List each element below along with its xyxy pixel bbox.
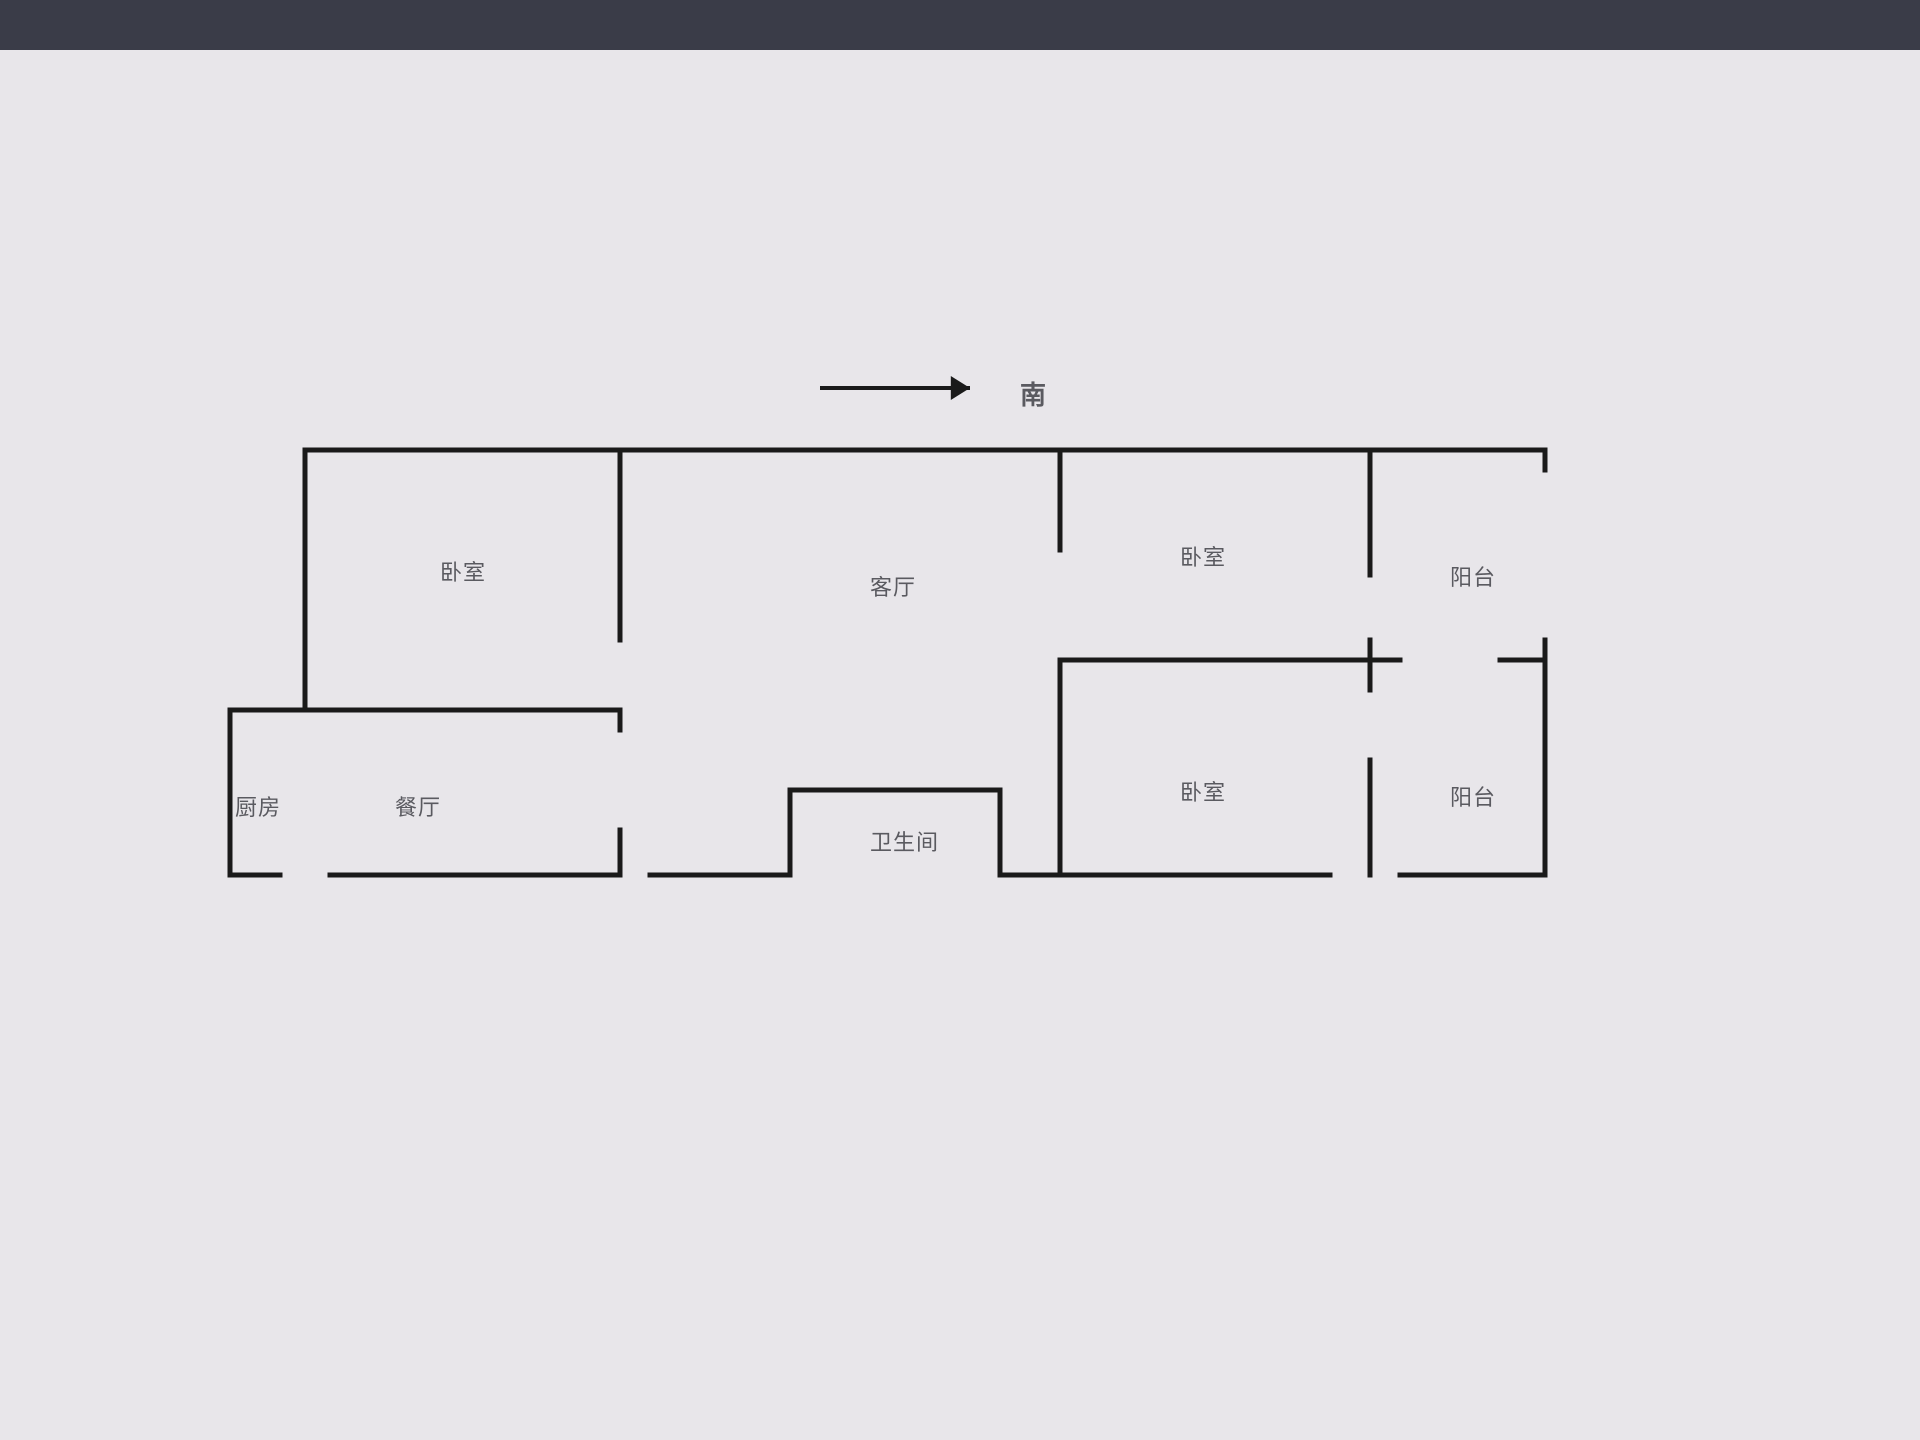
floorplan-canvas: 卧室客厅卧室阳台厨房餐厅卫生间卧室阳台 南 — [0, 0, 1920, 1440]
room-label-balcony-2: 阳台 — [1450, 780, 1496, 812]
room-label-bedroom-1: 卧室 — [440, 555, 486, 587]
room-label-living-room: 客厅 — [870, 570, 916, 602]
room-label-balcony-1: 阳台 — [1450, 560, 1496, 592]
room-label-bedroom-3: 卧室 — [1180, 775, 1226, 807]
room-label-bathroom: 卫生间 — [870, 825, 939, 857]
room-label-dining-room: 餐厅 — [395, 790, 441, 822]
compass-label: 南 — [1020, 375, 1046, 412]
room-label-bedroom-2: 卧室 — [1180, 540, 1226, 572]
floorplan-svg — [0, 0, 1920, 1440]
room-label-kitchen: 厨房 — [235, 790, 281, 822]
